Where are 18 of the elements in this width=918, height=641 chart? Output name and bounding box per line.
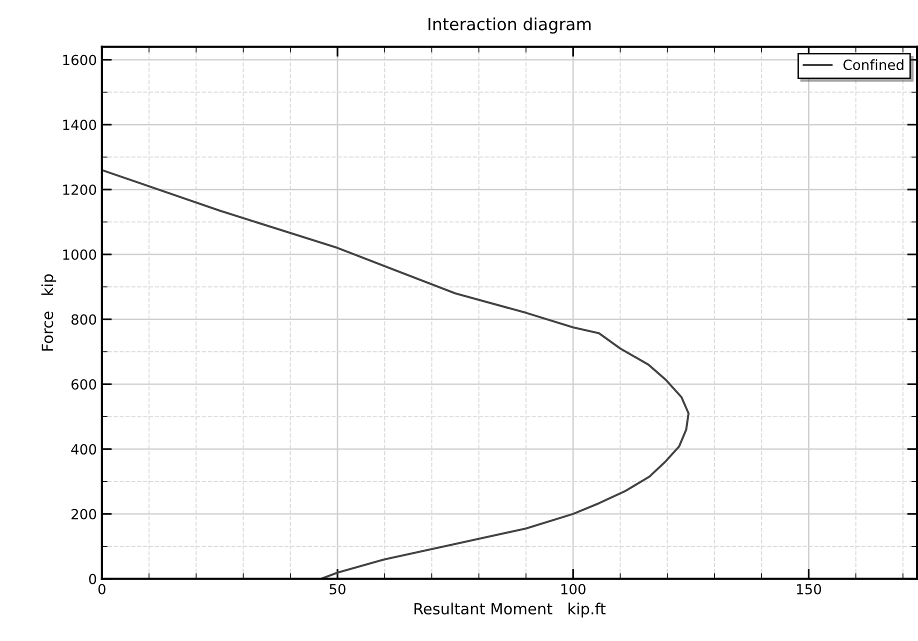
y-tick-label: 200 [72, 508, 96, 520]
x-tick-label: 100 [561, 584, 586, 594]
y-axis-title: Force kip [41, 274, 56, 351]
y-tick-label: 1600 [63, 54, 96, 66]
legend-label: Confined [843, 59, 904, 70]
y-tick-label: 600 [71, 379, 96, 390]
x-tick-label: 0 [98, 584, 106, 594]
chart-title: Interaction diagram [428, 17, 591, 34]
line-series [102, 169, 690, 579]
x-axis-title: Resultant Moment kip.ft [414, 602, 606, 618]
y-tick-label: 800 [71, 314, 96, 325]
y-tick-label: 1400 [63, 120, 96, 130]
x-tick-label: 150 [796, 584, 822, 594]
y-tick-label: 0 [89, 574, 96, 584]
y-tick-label: 1000 [63, 249, 96, 260]
y-tick-label: 1200 [63, 184, 96, 196]
x-tick-label: 50 [330, 584, 346, 594]
y-tick-label: 400 [71, 444, 96, 455]
